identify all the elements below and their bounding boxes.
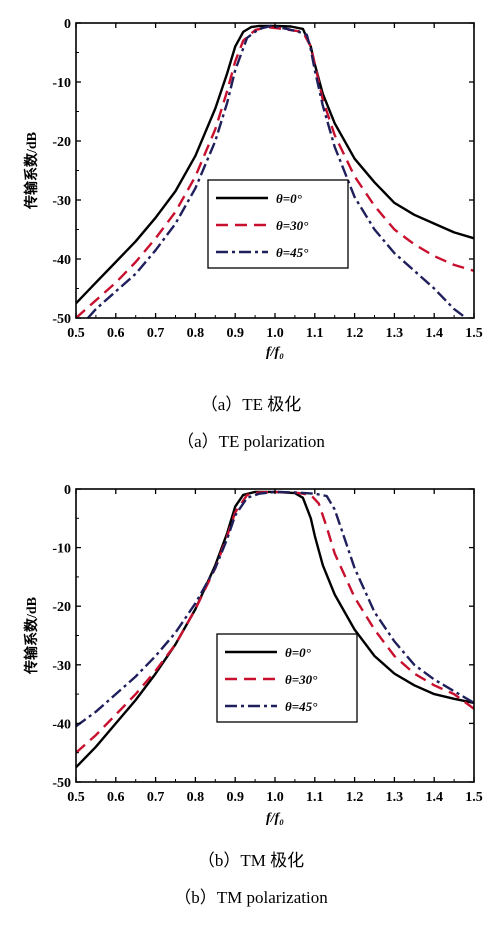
legend-label-0: θ=0° <box>276 191 303 206</box>
x-tick-label: 0.8 <box>187 790 205 805</box>
y-axis-label: 传输系数/dB <box>23 132 40 210</box>
x-tick-label: 1.0 <box>266 326 284 341</box>
x-tick-label: 0.9 <box>226 326 244 341</box>
x-tick-label: 1.0 <box>266 790 284 805</box>
y-tick-label: 0 <box>64 483 71 498</box>
x-tick-label: 0.6 <box>107 790 125 805</box>
legend-label-2: θ=45° <box>276 245 309 260</box>
x-tick-label: 1.2 <box>346 790 364 805</box>
y-tick-label: -20 <box>52 135 71 150</box>
series-group <box>76 24 474 318</box>
y-tick-label: -20 <box>52 600 71 615</box>
y-tick-label: -40 <box>52 253 71 268</box>
series-group <box>76 490 474 769</box>
series-line-2 <box>87 24 467 318</box>
series-line-0 <box>76 490 474 769</box>
y-tick-label: -40 <box>52 717 71 732</box>
x-tick-label: 1.3 <box>386 326 404 341</box>
series-line-2 <box>76 490 474 728</box>
x-tick-label: 0.6 <box>107 326 125 341</box>
chart-te-polarization: 0.5 0.6 0.7 0.8 0.9 1.0 1.1 1.2 1.3 1.4 1.5 0 -10 -20… <box>23 17 483 451</box>
legend-box <box>207 179 349 269</box>
caption-english: （b）TM polarization <box>174 888 328 907</box>
x-tick-label: 1.1 <box>306 790 324 805</box>
plot-frame <box>75 22 475 319</box>
x-tick-label: 1.4 <box>425 790 443 805</box>
x-tick-label: 1.5 <box>465 326 483 341</box>
y-tick-label: -50 <box>52 776 71 791</box>
x-tick-label: 0.5 <box>67 790 85 805</box>
y-tick-label: 0 <box>64 17 71 32</box>
x-tick-label: 0.9 <box>226 790 244 805</box>
series-line-1 <box>76 25 474 318</box>
legend-label-1: θ=30° <box>285 672 318 687</box>
y-tick-label: -30 <box>52 194 71 209</box>
chart-tm-polarization: 0.5 0.6 0.7 0.8 0.9 1.0 1.1 1.2 1.3 1.4 1.5 0 -10 -20… <box>23 483 483 907</box>
x-tick-label: 1.1 <box>306 326 324 341</box>
y-tick-label: -10 <box>52 542 71 557</box>
legend-box <box>216 633 358 723</box>
y-tick-label: -30 <box>52 659 71 674</box>
x-tick-label: 1.3 <box>386 790 404 805</box>
y-tick-label: -50 <box>52 312 71 327</box>
x-tick-label: 0.7 <box>147 326 165 341</box>
y-axis-label: 传输系数/dB <box>23 597 40 675</box>
x-tick-label: 1.5 <box>465 790 483 805</box>
x-axis-label: f/f₀ <box>266 811 284 826</box>
caption-chinese: （a）TE 极化 <box>201 395 302 414</box>
caption-english: （a）TE polarization <box>177 432 325 451</box>
legend-label-2: θ=45° <box>285 699 318 714</box>
x-tick-label: 0.5 <box>67 326 85 341</box>
x-tick-label: 1.2 <box>346 326 364 341</box>
x-tick-label: 0.8 <box>187 326 205 341</box>
x-tick-label: 1.4 <box>425 326 443 341</box>
legend-label-1: θ=30° <box>276 218 309 233</box>
caption-chinese: （b）TM 极化 <box>198 851 304 870</box>
legend-label-0: θ=0° <box>285 645 312 660</box>
x-tick-label: 0.7 <box>147 790 165 805</box>
y-tick-label: -10 <box>52 76 71 91</box>
x-axis-label: f/f₀ <box>266 345 284 360</box>
series-line-1 <box>76 490 474 754</box>
